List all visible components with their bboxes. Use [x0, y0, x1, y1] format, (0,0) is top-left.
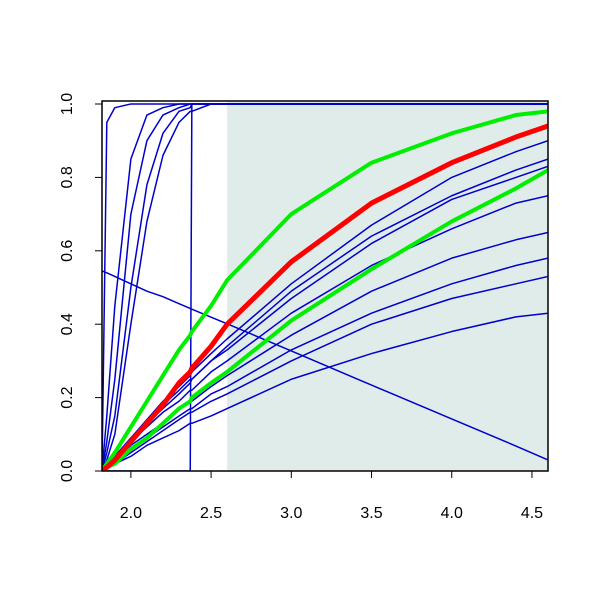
series-line: [102, 168, 548, 471]
y-tick-label: 0.0: [59, 460, 76, 482]
series-line: [102, 109, 548, 471]
x-tick-label: 3.0: [280, 505, 302, 522]
x-tick-label: 2.5: [200, 505, 222, 522]
plot-frame: [101, 100, 549, 472]
plot-area: [102, 101, 548, 471]
series-line: [102, 123, 548, 471]
y-tick-label: 0.6: [59, 240, 76, 262]
series-line: [102, 312, 548, 471]
series-line: [102, 270, 548, 461]
y-tick-label: 1.0: [59, 93, 76, 115]
x-tick-label: 4.5: [521, 505, 543, 522]
y-tick-label: 0.8: [59, 166, 76, 188]
x-tick-label: 2.0: [120, 505, 142, 522]
y-tick-label: 0.4: [59, 313, 76, 335]
axes: 2.0 2.5 3.0 3.5 4.0 4.5 0.0 0.2 0.4 0.6 0.8 1.0: [59, 93, 543, 522]
shaded-region: [227, 101, 548, 471]
x-tick-label: 4.0: [441, 505, 463, 522]
series-line: [102, 103, 548, 471]
y-tick-label: 0.2: [59, 386, 76, 408]
x-tick-label: 3.5: [360, 505, 382, 522]
